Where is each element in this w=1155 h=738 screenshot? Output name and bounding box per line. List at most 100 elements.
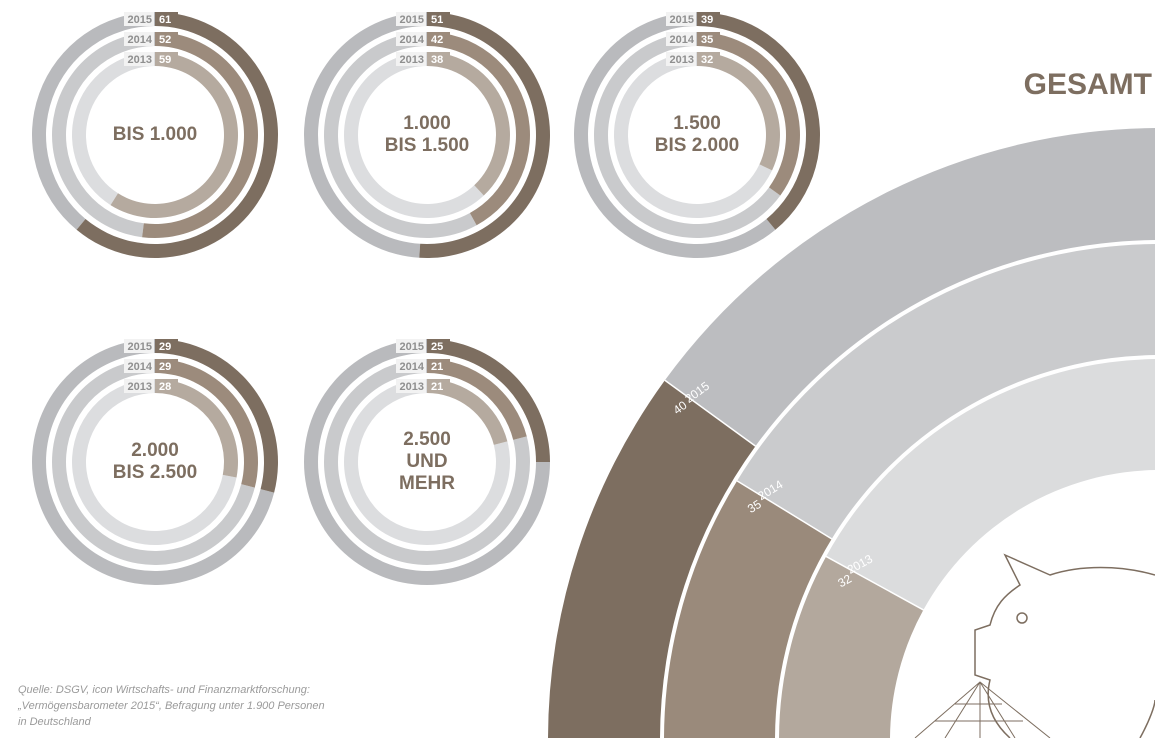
ring-arc [697, 12, 820, 230]
year-label: 2014 [128, 361, 153, 373]
value-box [428, 359, 450, 373]
ring-arc [427, 32, 530, 226]
value-label: 25 [431, 341, 443, 353]
label-box [124, 359, 154, 373]
quarter-arc [548, 380, 756, 738]
year-label: 2013 [670, 54, 694, 66]
ring-title: BIS 1.000 [113, 124, 198, 145]
value-box [428, 339, 450, 353]
ring-title: MEHR [399, 473, 455, 494]
ring-arc [110, 52, 238, 218]
ring-title: BIS 2.000 [655, 135, 740, 156]
chart-title: GESAMT [1024, 68, 1152, 101]
value-label: 32 [701, 54, 713, 66]
ring-title: BIS 2.500 [113, 462, 198, 483]
source-line: „Vermögensbarometer 2015“, Befragung unt… [17, 700, 325, 712]
year-label: 2015 [128, 341, 152, 353]
value-label: 29 [159, 361, 171, 373]
label-box [124, 32, 154, 46]
quarter-track [737, 244, 1155, 539]
piggy-leg [1139, 699, 1155, 738]
value-label: 29 [159, 341, 171, 353]
value-box [156, 359, 178, 373]
piggy-icon [914, 553, 1155, 738]
year-label: 2013 [400, 54, 424, 66]
value-box [428, 32, 450, 46]
value-label: 51 [431, 14, 443, 26]
value-label: 35 [701, 34, 713, 46]
charts: 2015 61 2014 52 2013 59 BIS 1.000 2015 51 2014 42 2… [31, 12, 1155, 738]
value-label: 59 [159, 54, 171, 66]
value-label: 28 [159, 381, 171, 393]
year-label: 2014 [400, 34, 425, 46]
label-box [124, 12, 154, 26]
year-label: 2015 [400, 14, 424, 26]
ring-arc [697, 32, 801, 196]
ring-track [323, 32, 477, 239]
label-box [124, 52, 154, 66]
year-label: 2015 [400, 341, 424, 353]
quarter-track [664, 128, 1155, 447]
ring-arc [427, 379, 508, 445]
value-label: 21 [431, 381, 443, 393]
value-label: 39 [701, 14, 713, 26]
label-box [396, 32, 426, 46]
label-box [666, 32, 696, 46]
ring-track [32, 12, 156, 230]
ring-title: 1.000 [403, 113, 451, 134]
year-label: 2013 [128, 381, 152, 393]
ring-track [573, 12, 776, 258]
ring-arc [419, 12, 551, 259]
label-box [124, 339, 154, 353]
value-label: 42 [431, 34, 443, 46]
label-box [396, 339, 426, 353]
label-box [666, 12, 696, 26]
ring-arc [427, 52, 510, 196]
year-label: 2014 [128, 34, 153, 46]
piggy-eye [1016, 612, 1028, 624]
value-box [428, 379, 450, 393]
value-box [156, 32, 178, 46]
ring-title: BIS 1.500 [385, 135, 470, 156]
label-box [396, 379, 426, 393]
value-box [156, 52, 178, 66]
ring-title: 2.500 [403, 429, 451, 450]
value-box [156, 379, 178, 393]
segment-edge [664, 379, 756, 447]
spider-web [914, 681, 1051, 738]
ring-title: UND [406, 451, 447, 472]
year-label: 2013 [128, 54, 152, 66]
label-box [396, 12, 426, 26]
ring-arc [697, 52, 780, 171]
value-box [698, 52, 720, 66]
value-label: 32 [835, 571, 854, 590]
value-box [428, 12, 450, 26]
year-label: 2015 [670, 14, 694, 26]
source-line: in Deutschland [18, 716, 92, 728]
label-box [124, 379, 154, 393]
ring-track [343, 52, 484, 218]
value-box [156, 12, 178, 26]
source-line: Quelle: DSGV, icon Wirtschafts- und Fina… [18, 684, 310, 696]
value-label: 21 [431, 361, 443, 373]
ring-track [304, 12, 427, 258]
label-box [666, 52, 696, 66]
value-box [698, 32, 720, 46]
value-box [156, 339, 178, 353]
ring-title: 2.000 [131, 440, 179, 461]
ring-track [51, 32, 156, 238]
value-box [698, 12, 720, 26]
ring-title: 1.500 [673, 113, 721, 134]
year-label: 2014 [400, 361, 425, 373]
ring-track [71, 52, 155, 206]
value-label: 38 [431, 54, 443, 66]
segment-edge [736, 480, 833, 540]
year-label: 2013 [400, 381, 424, 393]
label-box [396, 359, 426, 373]
quarter-arc [779, 556, 924, 738]
ring-arc [76, 12, 278, 258]
piggy-outline [974, 553, 1155, 738]
ring-arc [142, 32, 258, 238]
year-label: 2015 [128, 14, 152, 26]
